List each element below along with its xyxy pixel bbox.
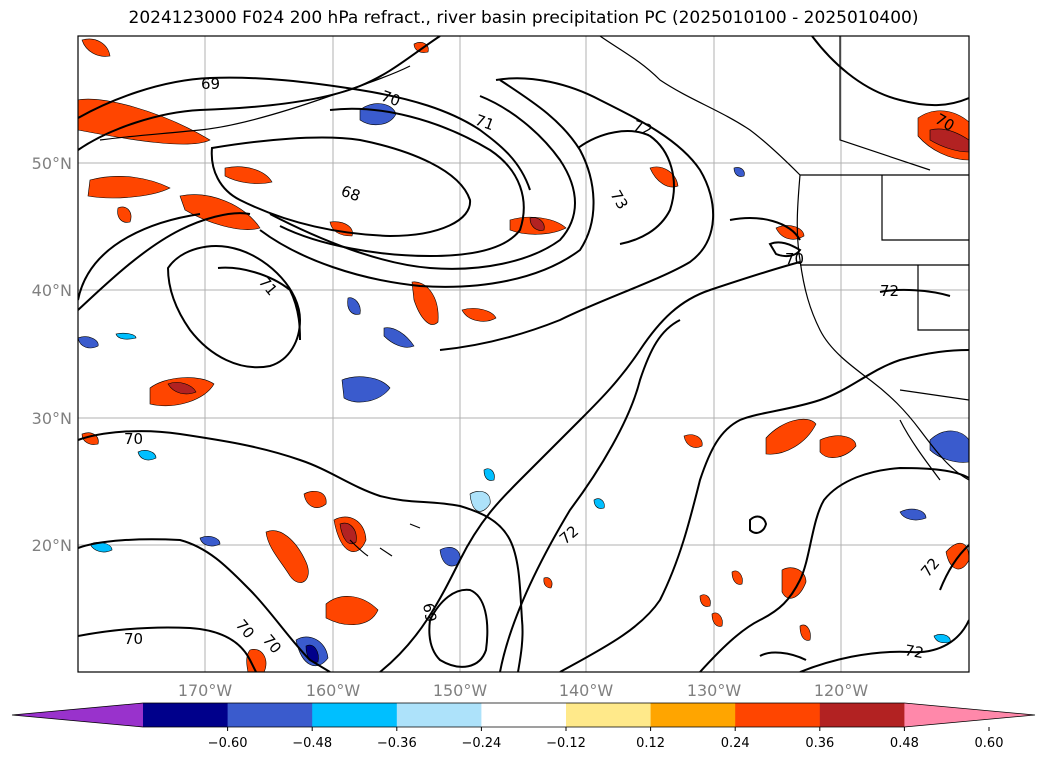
contour-label: 69	[419, 602, 440, 624]
lon-label: 160°W	[306, 681, 361, 700]
latitude-labels: 50°N 40°N 30°N 20°N	[32, 154, 72, 555]
lon-label: 150°W	[433, 681, 488, 700]
contour-label: 70	[124, 630, 143, 648]
lon-label: 130°W	[687, 681, 742, 700]
contour-label: 70	[785, 250, 804, 268]
colorbar-segment	[650, 703, 736, 727]
colorbar-tick-label: −0.48	[292, 736, 332, 751]
precip-negative-anomalies	[78, 103, 969, 667]
colorbar-tick-labels: −0.60 −0.48 −0.36 −0.24 −0.12 0.12 0.24 0.36 0.4…	[208, 727, 1004, 751]
contour-label: 68	[339, 182, 363, 205]
longitude-labels: 170°W 160°W 150°W 140°W 130°W 120°W	[178, 681, 869, 700]
colorbar-segment	[481, 703, 567, 727]
colorbar-tick-label: 0.24	[721, 736, 750, 751]
colorbar-extension-high	[904, 703, 1035, 727]
colorbar-segment	[819, 703, 905, 727]
colorbar-tick-label: 0.60	[975, 736, 1004, 751]
lat-label: 20°N	[32, 536, 72, 555]
colorbar-segment	[396, 703, 482, 727]
colorbar-outline	[11, 702, 1036, 728]
lon-label: 120°W	[814, 681, 869, 700]
contour-label: 72	[631, 117, 655, 140]
lat-label: 50°N	[32, 154, 72, 173]
contour-label: 72	[880, 282, 899, 300]
lon-label: 170°W	[178, 681, 233, 700]
colorbar-segment	[566, 703, 652, 727]
graticule	[78, 36, 969, 672]
contour-label: 70	[124, 430, 143, 448]
colorbar-tick-label: −0.12	[546, 736, 586, 751]
contour-label: 72	[903, 641, 925, 662]
lon-label: 140°W	[559, 681, 614, 700]
colorbar-segment	[735, 703, 821, 727]
colorbar-segment	[227, 703, 313, 727]
figure-title: 2024123000 F024 200 hPa refract., river …	[128, 8, 919, 28]
contour-label: 69	[201, 75, 220, 93]
colorbar-tick-label: −0.36	[377, 736, 417, 751]
map-panel	[78, 36, 969, 672]
colorbar-segment	[312, 703, 398, 727]
colorbar	[11, 702, 1036, 728]
colorbar-tick-label: −0.60	[208, 736, 248, 751]
colorbar-segment	[143, 703, 229, 727]
colorbar-tick-label: −0.24	[461, 736, 501, 751]
colorbar-tick-label: 0.48	[890, 736, 919, 751]
lat-label: 30°N	[32, 409, 72, 428]
colorbar-tick-label: 0.12	[636, 736, 665, 751]
refractivity-contours	[78, 36, 969, 672]
coastlines	[99, 36, 969, 557]
lat-label: 40°N	[32, 281, 72, 300]
colorbar-tick-label: 0.36	[805, 736, 834, 751]
colorbar-extension-low	[12, 703, 143, 727]
contour-label: 70	[379, 87, 403, 110]
contour-label: 71	[473, 111, 497, 134]
map-frame	[77, 35, 970, 673]
